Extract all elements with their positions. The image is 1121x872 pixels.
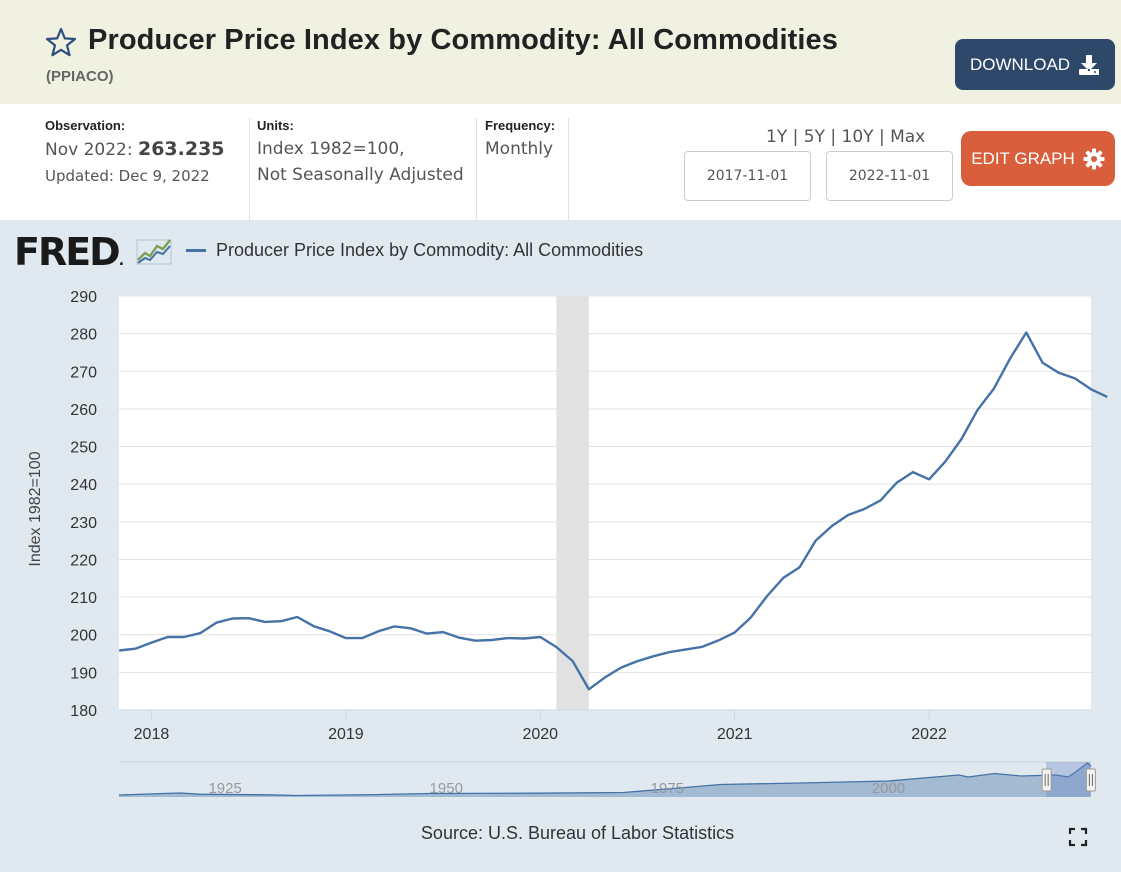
navigator-tick-label: 1975 [651, 780, 684, 797]
download-icon [1079, 54, 1100, 75]
navigator-tick-label: 1950 [430, 780, 463, 797]
y-tick-label: 240 [70, 477, 97, 494]
observation-value: 263.235 [137, 138, 225, 160]
navigator-area [119, 763, 1091, 797]
edit-graph-label: EDIT GRAPH [971, 148, 1075, 168]
divider [476, 118, 477, 220]
units-line2: Not Seasonally Adjusted [257, 165, 464, 185]
y-tick-label: 230 [70, 515, 97, 532]
frequency-label: Frequency: [485, 118, 556, 133]
frequency-value: Monthly [485, 139, 554, 159]
range-1y[interactable]: 1Y [766, 127, 788, 147]
updated-date: Updated: Dec 9, 2022 [45, 167, 210, 185]
start-date-input[interactable]: 2017-11-01 [684, 151, 811, 201]
fullscreen-icon[interactable] [1068, 827, 1088, 847]
title-bar [0, 0, 1121, 104]
fred-logo: FRED. [14, 230, 125, 281]
observation-block: Observation: Nov 2022: 263.235 Updated: … [45, 118, 225, 189]
x-tick-label: 2022 [911, 726, 947, 743]
y-tick-label: 210 [70, 590, 97, 607]
y-tick-label: 270 [70, 364, 97, 381]
page-title: Producer Price Index by Commodity: All C… [88, 24, 839, 56]
legend-label: Producer Price Index by Commodity: All C… [216, 240, 644, 260]
download-button[interactable]: DOWNLOAD [955, 39, 1115, 90]
x-tick-label: 2018 [134, 726, 170, 743]
y-axis-title: Index 1982=100 [27, 451, 44, 566]
range-sep: | [830, 127, 837, 147]
navigator-handle[interactable] [1041, 768, 1052, 792]
units-label: Units: [257, 118, 294, 133]
navigator-selection [1046, 762, 1091, 797]
x-tick-label: 2019 [328, 726, 364, 743]
fred-logo-mark: . [118, 253, 125, 269]
fred-chart-icon [136, 239, 172, 265]
y-tick-label: 250 [70, 440, 97, 457]
units-line1: Index 1982=100, [257, 139, 405, 159]
y-tick-label: 290 [70, 289, 97, 306]
fred-logo-text: FRED [14, 230, 121, 274]
frequency-block: Frequency: Monthly [485, 118, 555, 162]
range-selector: 1Y | 5Y | 10Y | Max [766, 127, 925, 147]
range-sep: | [792, 127, 799, 147]
range-max[interactable]: Max [890, 127, 926, 147]
divider [568, 118, 569, 220]
observation-date: Nov 2022: [45, 140, 133, 160]
range-10y[interactable]: 10Y [841, 127, 874, 147]
source-note: Source: U.S. Bureau of Labor Statistics [420, 823, 735, 843]
y-tick-label: 190 [70, 665, 97, 682]
plot-area [119, 296, 1091, 710]
download-label: DOWNLOAD [969, 54, 1071, 74]
star-icon[interactable] [45, 27, 77, 57]
observation-label: Observation: [45, 118, 126, 133]
x-tick-label: 2020 [522, 726, 558, 743]
series-id: (PPIACO) [46, 68, 114, 85]
navigator-tick-label: 2000 [872, 780, 905, 797]
legend-swatch [186, 249, 206, 252]
navigator-line [118, 762, 1092, 797]
navigator-tick-label: 1925 [208, 780, 241, 797]
navigator-handle[interactable] [1085, 768, 1096, 792]
x-tick-label: 2021 [717, 726, 753, 743]
y-tick-label: 260 [70, 402, 97, 419]
y-tick-label: 180 [70, 703, 97, 720]
y-tick-label: 280 [70, 327, 97, 344]
recession-shading [556, 296, 589, 710]
chart-legend: Producer Price Index by Commodity: All C… [186, 240, 643, 261]
range-sep: | [878, 127, 885, 147]
gear-icon [1083, 148, 1105, 169]
series-line [118, 331, 1108, 691]
end-date-input[interactable]: 2022-11-01 [826, 151, 953, 201]
divider [249, 118, 250, 220]
range-5y[interactable]: 5Y [803, 127, 825, 147]
y-tick-label: 200 [70, 628, 97, 645]
edit-graph-button[interactable]: EDIT GRAPH [961, 131, 1115, 186]
units-block: Units: Index 1982=100, Not Seasonally Ad… [257, 118, 464, 188]
y-tick-label: 220 [70, 552, 97, 569]
